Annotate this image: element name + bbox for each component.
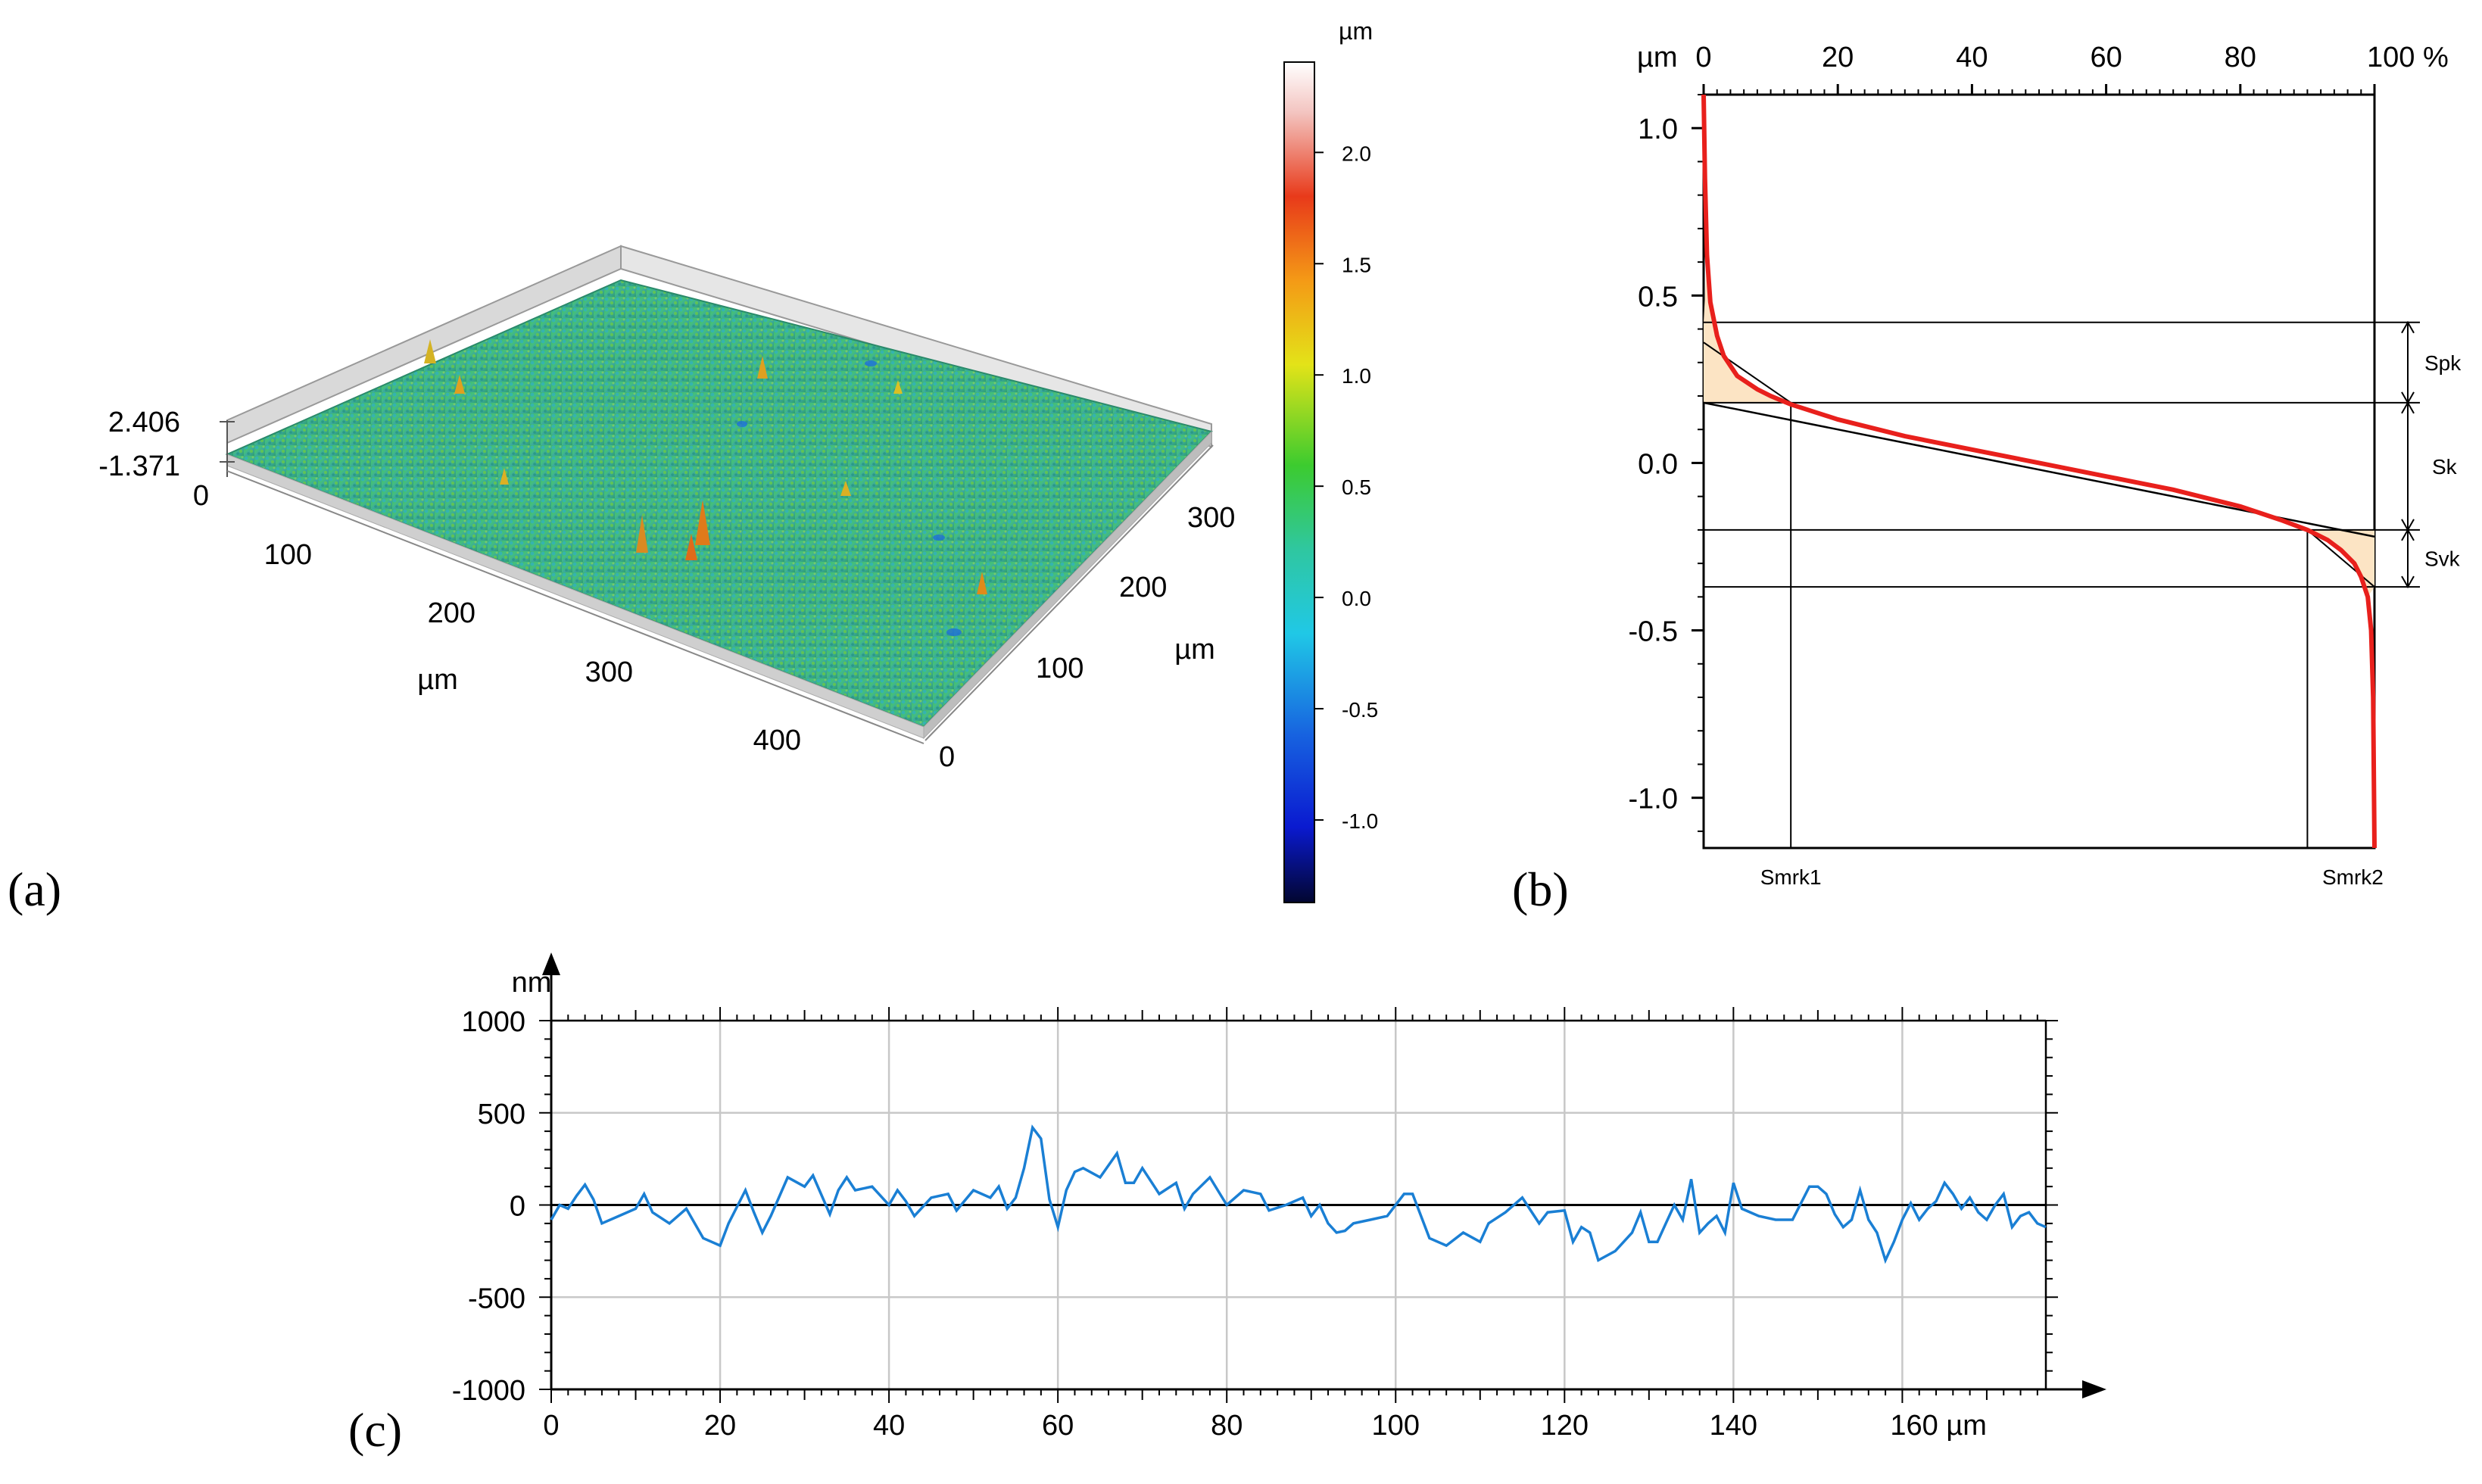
y-tick-0: 0 bbox=[939, 741, 955, 773]
front-slab-right bbox=[923, 430, 1212, 740]
y-tick-label: 1000 bbox=[461, 1006, 525, 1038]
y-axis-arrow bbox=[542, 952, 560, 975]
surface-pits bbox=[737, 360, 962, 636]
b-x-tick-label: 80 bbox=[2225, 42, 2256, 73]
colorbar-tick-label: -0.5 bbox=[1342, 698, 1378, 722]
colorbar-tick-label: -1.0 bbox=[1342, 809, 1378, 833]
colorbar-tick-label: 0.0 bbox=[1342, 587, 1371, 610]
b-y-tick-label: 0.0 bbox=[1638, 448, 1678, 480]
b-x-tick-label: 40 bbox=[1956, 42, 1988, 73]
x-tick-100: 100 bbox=[264, 539, 312, 571]
x-tick-label: 140 bbox=[1710, 1410, 1757, 1442]
panel-a-surface-plot: 2.406 -1.371 0 100 200 300 400 µm 0 100 … bbox=[98, 245, 1235, 773]
annotation-label: Smrk2 bbox=[2322, 865, 2384, 889]
y-unit-label: µm bbox=[1174, 634, 1215, 666]
surface-peaks bbox=[424, 339, 987, 594]
b-y-tick-label: 1.0 bbox=[1638, 114, 1678, 145]
panel-b-x-ticks: 0 20 40 60 80 100 % bbox=[1695, 42, 2449, 95]
panel-label-b: (b) bbox=[1512, 862, 1569, 916]
b-x-tick-label: 0 bbox=[1695, 42, 1711, 73]
b-y-tick-label: -1.0 bbox=[1629, 784, 1678, 815]
colorbar-ticks: 2.0 1.5 1.0 0.5 0.0 -0.5 -1.0 bbox=[1314, 142, 1378, 833]
annotation-label: Svk bbox=[2424, 547, 2461, 570]
z-top-label: 2.406 bbox=[108, 407, 180, 438]
b-x-tick-label: 60 bbox=[2090, 42, 2122, 73]
panel-b-abbott-curve: µm 0 20 40 60 80 100 % 1.00.50.0-0.5-1.0 SpkS… bbox=[1629, 42, 2462, 889]
panel-b-annotations: Spk Sk Svk Smrk1 Smrk2 bbox=[1760, 320, 2462, 889]
y-tick-200: 200 bbox=[1119, 572, 1167, 603]
panel-c-y-unit: nm bbox=[512, 967, 552, 999]
x-tick-label: 100 bbox=[1372, 1410, 1420, 1442]
colorbar-tick-label: 1.5 bbox=[1342, 253, 1371, 276]
annotation-label: Smrk1 bbox=[1760, 865, 1822, 889]
y-tick-label: -500 bbox=[468, 1283, 525, 1314]
x-tick-400: 400 bbox=[753, 725, 801, 756]
x-tick-label: 60 bbox=[1042, 1410, 1074, 1442]
profile-line bbox=[550, 1124, 2047, 1264]
z-bottom-label: -1.371 bbox=[98, 450, 180, 482]
x-tick-200: 200 bbox=[428, 597, 476, 629]
annotation-label: Spk bbox=[2424, 351, 2462, 375]
spk-triangle-line bbox=[1703, 341, 1791, 404]
colorbar-tick-label: 2.0 bbox=[1342, 142, 1371, 165]
colorbar: µm 2.0 1.5 1.0 0.5 0.0 -0.5 -1.0 bbox=[1283, 17, 1378, 903]
panel-c-profile: 0 20 40 60 80 100 120 140 160 µm 1000 500 0 -500 -10… bbox=[452, 952, 2106, 1442]
panel-b-plot-frame bbox=[1702, 93, 2376, 850]
panel-b-y-unit: µm bbox=[1637, 42, 1678, 73]
x-tick-label: 80 bbox=[1211, 1410, 1243, 1442]
arrow-head bbox=[2401, 575, 2415, 589]
panel-label-a: (a) bbox=[8, 862, 61, 916]
x-tick-label: 0 bbox=[543, 1410, 559, 1442]
colorbar-tick-label: 1.0 bbox=[1342, 364, 1371, 388]
y-axis-line bbox=[925, 444, 1214, 741]
b-y-tick-label: -0.5 bbox=[1629, 616, 1678, 648]
x-tick-label: 120 bbox=[1541, 1410, 1589, 1442]
x-tick-300: 300 bbox=[585, 656, 633, 688]
colorbar-gradient bbox=[1283, 61, 1315, 903]
panel-c-x-ticks: 0 20 40 60 80 100 120 140 160 µm bbox=[543, 1007, 2038, 1442]
y-tick-100: 100 bbox=[1036, 653, 1084, 684]
x-tick-label: 40 bbox=[873, 1410, 905, 1442]
spk-area bbox=[1704, 255, 1791, 405]
panel-c-axes bbox=[542, 952, 2106, 1398]
b-x-tick-label: 100 % bbox=[2367, 42, 2449, 73]
panel-c-y-ticks: 1000 500 0 -500 -1000 bbox=[452, 1006, 2058, 1407]
b-x-tick-label: 20 bbox=[1822, 42, 1854, 73]
arrow-head bbox=[2401, 528, 2415, 541]
panel-b-y-ticks: 1.0 0.5 0.0 -0.5 -1.0 bbox=[1629, 94, 1704, 832]
x-axis-line bbox=[226, 470, 925, 744]
colorbar-unit: µm bbox=[1339, 17, 1373, 45]
panel-b-shaded-areas bbox=[1704, 255, 2374, 597]
y-tick-300: 300 bbox=[1187, 502, 1235, 534]
z-zero-label: 0 bbox=[193, 480, 209, 512]
x-unit-label: µm bbox=[417, 664, 458, 696]
svk-area bbox=[2307, 529, 2374, 597]
x-tick-label: 160 µm bbox=[1890, 1410, 1987, 1442]
arrow-head bbox=[2401, 320, 2415, 334]
y-tick-label: -1000 bbox=[452, 1375, 525, 1407]
panel-label-c: (c) bbox=[348, 1403, 402, 1457]
arrow-head bbox=[2401, 401, 2415, 414]
y-tick-label: 0 bbox=[510, 1191, 525, 1223]
annotation-label: Sk bbox=[2432, 455, 2458, 479]
x-axis-arrow bbox=[2082, 1380, 2106, 1398]
bearing-area-curve bbox=[1701, 94, 2377, 849]
y-tick-label: 500 bbox=[478, 1099, 525, 1130]
b-y-tick-label: 0.5 bbox=[1638, 281, 1678, 313]
colorbar-tick-label: 0.5 bbox=[1342, 475, 1371, 499]
x-tick-label: 20 bbox=[704, 1410, 736, 1442]
